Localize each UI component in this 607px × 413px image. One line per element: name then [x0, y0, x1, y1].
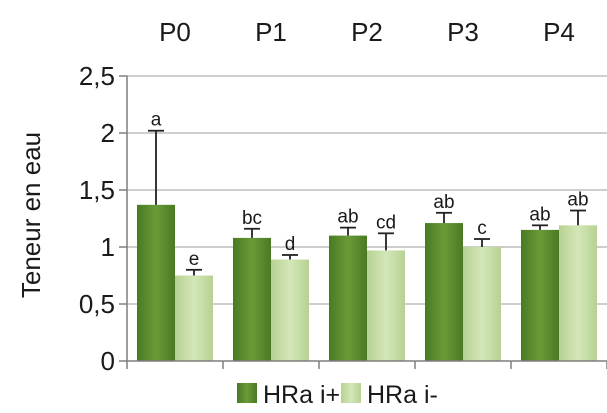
- y-tick-label: 0,5: [79, 289, 115, 319]
- legend-swatch: [237, 383, 257, 403]
- axes: [126, 76, 607, 362]
- significance-letter: e: [189, 249, 200, 270]
- bars: [137, 204, 597, 361]
- y-tick-label: 1,5: [79, 175, 115, 205]
- y-tick-label: 2,5: [79, 61, 115, 91]
- legend: HRa i+ HRa i-: [237, 381, 438, 409]
- y-tick-label: 1: [101, 232, 115, 262]
- y-axis-label: Teneur en eau: [16, 132, 46, 298]
- significance-letter: cd: [376, 212, 396, 233]
- significance-letter: ab: [337, 207, 358, 228]
- category-labels: P0 P1 P2 P3 P4: [159, 17, 575, 47]
- bar: [329, 235, 367, 361]
- category-label: P0: [159, 17, 191, 47]
- bar: [175, 275, 213, 361]
- significance-letter: ab: [433, 192, 454, 213]
- bar: [271, 259, 309, 361]
- significance-letter: ab: [529, 204, 550, 225]
- category-label: P2: [351, 17, 383, 47]
- significance-letter: ab: [567, 190, 588, 211]
- bar: [521, 229, 559, 361]
- bar: [367, 250, 405, 361]
- significance-letter: a: [151, 110, 162, 131]
- error-bars: [148, 129, 586, 276]
- y-tick-label: 0: [101, 346, 115, 376]
- significance-letter: d: [285, 234, 296, 255]
- bar: [463, 247, 501, 361]
- category-label: P4: [543, 17, 575, 47]
- y-tick-labels: 0 0,5 1 1,5 2 2,5: [79, 61, 115, 376]
- bar: [425, 223, 463, 361]
- bar: [559, 225, 597, 361]
- significance-letter: bc: [242, 208, 262, 229]
- significance-letter: c: [477, 218, 487, 239]
- legend-label: HRa i-: [367, 381, 438, 409]
- bar: [137, 204, 175, 361]
- legend-label: HRa i+: [263, 381, 340, 409]
- bar: [233, 237, 271, 361]
- legend-swatch: [341, 383, 361, 403]
- category-label: P3: [447, 17, 479, 47]
- category-label: P1: [255, 17, 287, 47]
- y-tick-label: 2: [101, 118, 115, 148]
